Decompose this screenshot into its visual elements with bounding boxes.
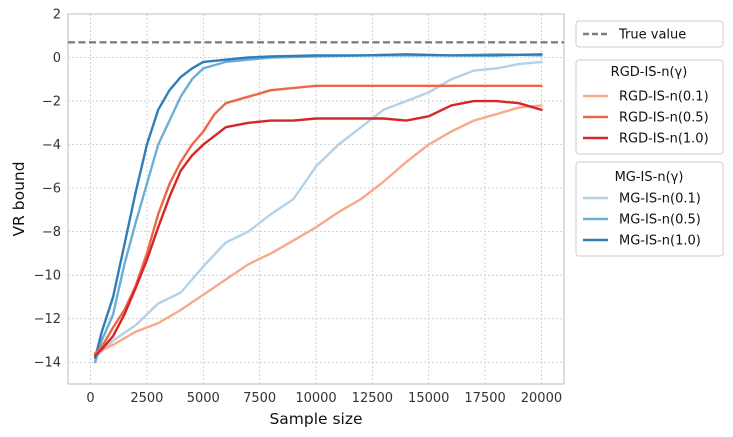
legend-box-rgd: [575, 59, 724, 155]
legend-label-rgd-1-0: RGD-IS-n(1.0): [619, 132, 709, 147]
x-tick-label: 12500: [352, 391, 393, 406]
y-tick-label: 0: [53, 51, 61, 66]
legend-label-mg-1-0: MG-IS-n(1.0): [619, 234, 701, 249]
y-axis-label: VR bound: [10, 161, 28, 236]
series-line-mg-is-n-0-1: [93, 60, 543, 360]
x-tick-label: 5000: [187, 391, 220, 406]
legend-title-mg: MG-IS-n(γ): [615, 170, 684, 185]
series-line-mg-is-n-1-0: [93, 53, 543, 360]
series-line-rgd-is-n-0-5: [93, 84, 543, 355]
y-tick-label: −6: [42, 182, 61, 197]
x-axis-label: Sample size: [269, 410, 362, 428]
plot-frame: [67, 13, 565, 385]
x-tick-label: 20000: [521, 391, 562, 406]
y-tick-label: −4: [42, 138, 61, 153]
legend-box-mg: [575, 161, 724, 257]
y-tick-label: −10: [34, 269, 61, 284]
x-tick-label: 10000: [295, 391, 336, 406]
legend-label-rgd-0-5: RGD-IS-n(0.5): [619, 111, 709, 126]
legend-label-true-value: True value: [618, 28, 686, 43]
legend-title-rgd: RGD-IS-n(γ): [611, 65, 688, 80]
x-tick-labels: 0 2500 5000 7500 10000 12500 15000 17500 20000: [86, 391, 562, 406]
legend-true-value: True value: [575, 20, 724, 48]
series-line-rgd-is-n-1-0: [93, 99, 543, 357]
legend-mg-group: MG-IS-n(γ) MG-IS-n(0.1) MG-IS-n(0.5) MG-…: [575, 161, 724, 257]
legend-rgd-group: RGD-IS-n(γ) RGD-IS-n(0.1) RGD-IS-n(0.5) …: [575, 59, 724, 155]
y-tick-labels: −14 −12 −10 −8 −6 −4 −2 0 2: [34, 8, 61, 371]
y-tick-label: −8: [42, 225, 61, 240]
x-tick-label: 2500: [130, 391, 163, 406]
legend-label-mg-0-1: MG-IS-n(0.1): [619, 192, 701, 207]
x-tick-label: 0: [86, 391, 94, 406]
x-tick-label: 15000: [408, 391, 449, 406]
series-line-rgd-is-n-0-1: [93, 104, 543, 355]
y-tick-label: −12: [34, 312, 61, 327]
legend-label-rgd-0-1: RGD-IS-n(0.1): [619, 90, 709, 105]
y-tick-label: −2: [42, 95, 61, 110]
x-tick-label: 17500: [464, 391, 505, 406]
legend-label-mg-0-5: MG-IS-n(0.5): [619, 213, 701, 228]
legend-box-true-value: [575, 20, 724, 48]
y-tick-label: −14: [34, 356, 61, 371]
y-tick-label: 2: [53, 8, 61, 23]
series-group: [93, 53, 543, 364]
x-tick-label: 7500: [243, 391, 276, 406]
